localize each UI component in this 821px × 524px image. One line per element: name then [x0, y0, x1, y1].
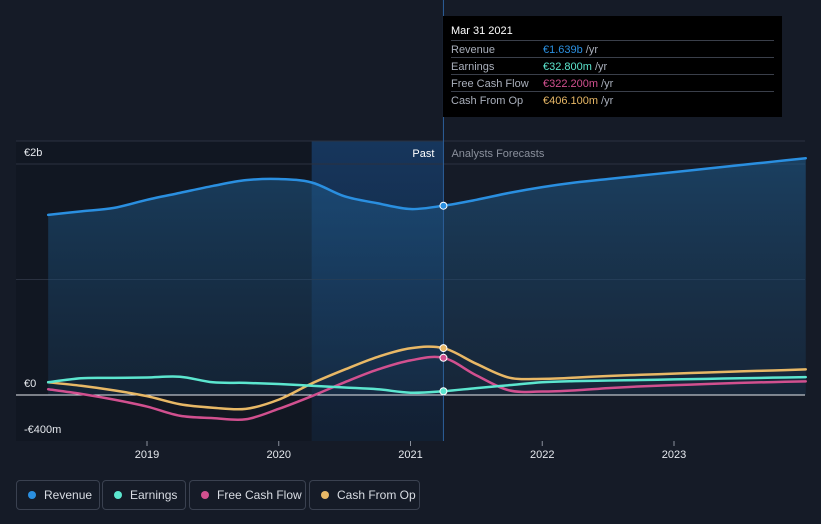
- legend-item-free-cash-flow[interactable]: Free Cash Flow: [189, 480, 306, 510]
- tooltip-value: €406.100m/yr: [543, 95, 614, 107]
- earnings-line: [46, 375, 807, 395]
- free-cash-flow-point: [439, 353, 448, 362]
- revenue-line: [46, 156, 807, 217]
- legend-label: Revenue: [44, 488, 93, 502]
- x-tick-label: 2021: [398, 449, 422, 461]
- tooltip-label: Earnings: [451, 61, 495, 73]
- tooltip: Mar 31 2021 Revenue €1.639b/yr Earnings …: [443, 16, 782, 117]
- revenue-point: [439, 201, 448, 210]
- tooltip-label: Cash From Op: [451, 95, 524, 107]
- legend-label: Earnings: [130, 488, 178, 502]
- y-tick-label: -€400m: [24, 424, 61, 436]
- tooltip-row-free-cash-flow: Free Cash Flow €322.200m/yr: [451, 74, 774, 91]
- forecast-label: Analysts Forecasts: [451, 148, 544, 160]
- tooltip-value: €32.800m/yr: [543, 61, 608, 73]
- tooltip-value: €322.200m/yr: [543, 78, 614, 90]
- legend-item-cash-from-op[interactable]: Cash From Op: [309, 480, 420, 510]
- x-tick-label: 2023: [662, 449, 686, 461]
- revenue-dot-icon: [28, 491, 36, 499]
- tooltip-label: Revenue: [451, 44, 496, 56]
- free-cash-flow-dot-icon: [201, 491, 209, 499]
- cash-from-op-dot-icon: [321, 491, 329, 499]
- tooltip-row-revenue: Revenue €1.639b/yr: [451, 40, 774, 57]
- earnings-dot-icon: [114, 491, 122, 499]
- tooltip-value: €1.639b/yr: [543, 44, 598, 56]
- tooltip-row-cash-from-op: Cash From Op €406.100m/yr: [451, 91, 774, 108]
- legend-label: Cash From Op: [337, 488, 416, 502]
- x-tick-label: 2022: [530, 449, 554, 461]
- past-label: Past: [412, 148, 434, 160]
- x-tick-label: 2019: [135, 449, 159, 461]
- legend-item-earnings[interactable]: Earnings: [102, 480, 186, 510]
- x-tick-label: 2020: [267, 449, 291, 461]
- y-tick-label: €0: [24, 378, 36, 390]
- legend-label: Free Cash Flow: [217, 488, 302, 502]
- earnings-point: [439, 387, 448, 396]
- cash-from-op-line: [46, 345, 807, 411]
- cash-from-op-point: [439, 344, 448, 353]
- tooltip-row-earnings: Earnings €32.800m/yr: [451, 57, 774, 74]
- legend-item-revenue[interactable]: Revenue: [16, 480, 100, 510]
- tooltip-label: Free Cash Flow: [451, 78, 529, 90]
- tooltip-date: Mar 31 2021: [451, 25, 513, 37]
- financial-chart: €2b €0 -€400m 2019 2020 2021 2022 2023 Past Analy…: [16, 0, 807, 461]
- revenue-area: [48, 158, 806, 395]
- y-tick-label: €2b: [24, 147, 42, 159]
- free-cash-flow-line: [46, 355, 807, 422]
